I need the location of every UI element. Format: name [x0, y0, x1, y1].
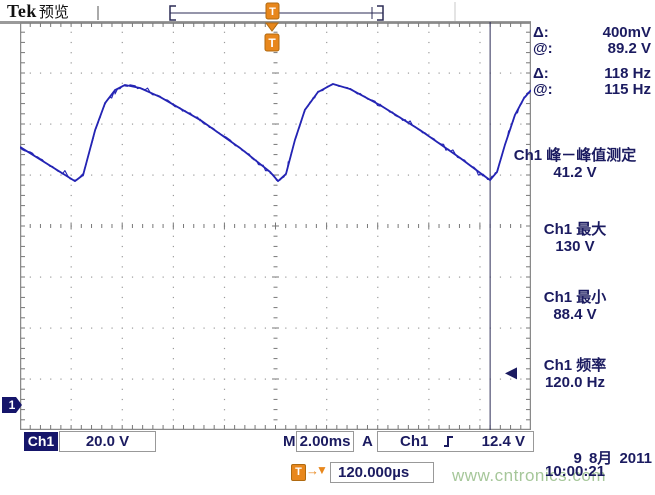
- cursor-delta-voltage-label: Δ:: [533, 24, 549, 41]
- acquisition-mode-label: 预览: [38, 4, 69, 21]
- trigger-position-marker-label: T: [269, 6, 276, 18]
- date-display: 9 8月 2011: [573, 450, 652, 467]
- cursor-delta-voltage: Δ: 400mV: [533, 25, 651, 41]
- cursor-at-frequency-value: 115 Hz: [604, 81, 651, 98]
- measurement-max: Ch1 最大 130 V: [493, 221, 655, 255]
- down-triangle-icon: ▼: [316, 463, 328, 477]
- vertical-scale-box: 20.0 V: [59, 431, 156, 452]
- measurement-peak-to-peak-label: Ch1 峰－峰值测定: [513, 147, 637, 164]
- measurement-peak-to-peak-value: 41.2 V: [553, 164, 597, 181]
- cursor-at-frequency-label: @:: [533, 81, 553, 98]
- measurement-frequency-label: Ch1 频率: [543, 357, 607, 374]
- rising-edge-icon: [442, 434, 456, 449]
- timebase-box: 2.00ms: [296, 431, 354, 452]
- measurement-frequency-value: 120.0 Hz: [544, 374, 606, 391]
- measurement-min: Ch1 最小 88.4 V: [493, 289, 655, 323]
- watermark-text: www.cntronics.com: [452, 466, 606, 485]
- record-position-bar: T: [97, 2, 456, 21]
- trigger-level-value: 12.4 V: [481, 433, 525, 450]
- cursor-at-frequency: @: 115 Hz: [533, 82, 651, 98]
- measurement-frequency: Ch1 频率 120.0 Hz: [493, 357, 655, 391]
- cursor-at-voltage-value: 89.2 V: [607, 40, 651, 57]
- timebase-label: M: [283, 433, 296, 450]
- right-arrow-icon: →: [306, 463, 319, 478]
- channel1-ground-marker: 1: [2, 397, 22, 413]
- channel1-badge: Ch1: [24, 432, 58, 451]
- cursor-readouts: Δ: 400mV @: 89.2 V Δ: 118 Hz @: 115 Hz: [533, 25, 651, 98]
- brand-header: Tek 预览: [7, 1, 69, 22]
- cursor-delta-voltage-value: 400mV: [602, 24, 651, 41]
- trigger-source-label: Ch1: [400, 433, 429, 450]
- trigger-readout-box: Ch1 12.4 V: [377, 431, 534, 452]
- measurement-max-value: 130 V: [555, 238, 595, 255]
- trigger-position-marker-icon: [265, 2, 280, 20]
- acquisition-label: A: [362, 433, 373, 450]
- cursor-at-voltage: @: 89.2 V: [533, 41, 651, 57]
- graticule: T: [20, 22, 531, 430]
- brand-logo: Tek: [7, 1, 37, 21]
- time-display: 10:00:21: [545, 463, 606, 480]
- svg-text:T: T: [268, 36, 276, 50]
- cursor-at-voltage-label: @:: [533, 40, 553, 57]
- measurement-max-label: Ch1 最大: [543, 221, 607, 238]
- cursor-delta-frequency: Δ: 118 Hz: [533, 66, 651, 82]
- measurement-min-label: Ch1 最小: [543, 289, 607, 306]
- trigger-time-icon: T: [291, 464, 306, 481]
- measurement-min-value: 88.4 V: [553, 306, 597, 323]
- trigger-position-box: 120.000µs: [330, 462, 434, 483]
- cursor-delta-frequency-value: 118 Hz: [604, 65, 651, 82]
- measurement-peak-to-peak: Ch1 峰－峰值测定 41.2 V: [493, 147, 655, 181]
- cursor-delta-frequency-label: Δ:: [533, 65, 549, 82]
